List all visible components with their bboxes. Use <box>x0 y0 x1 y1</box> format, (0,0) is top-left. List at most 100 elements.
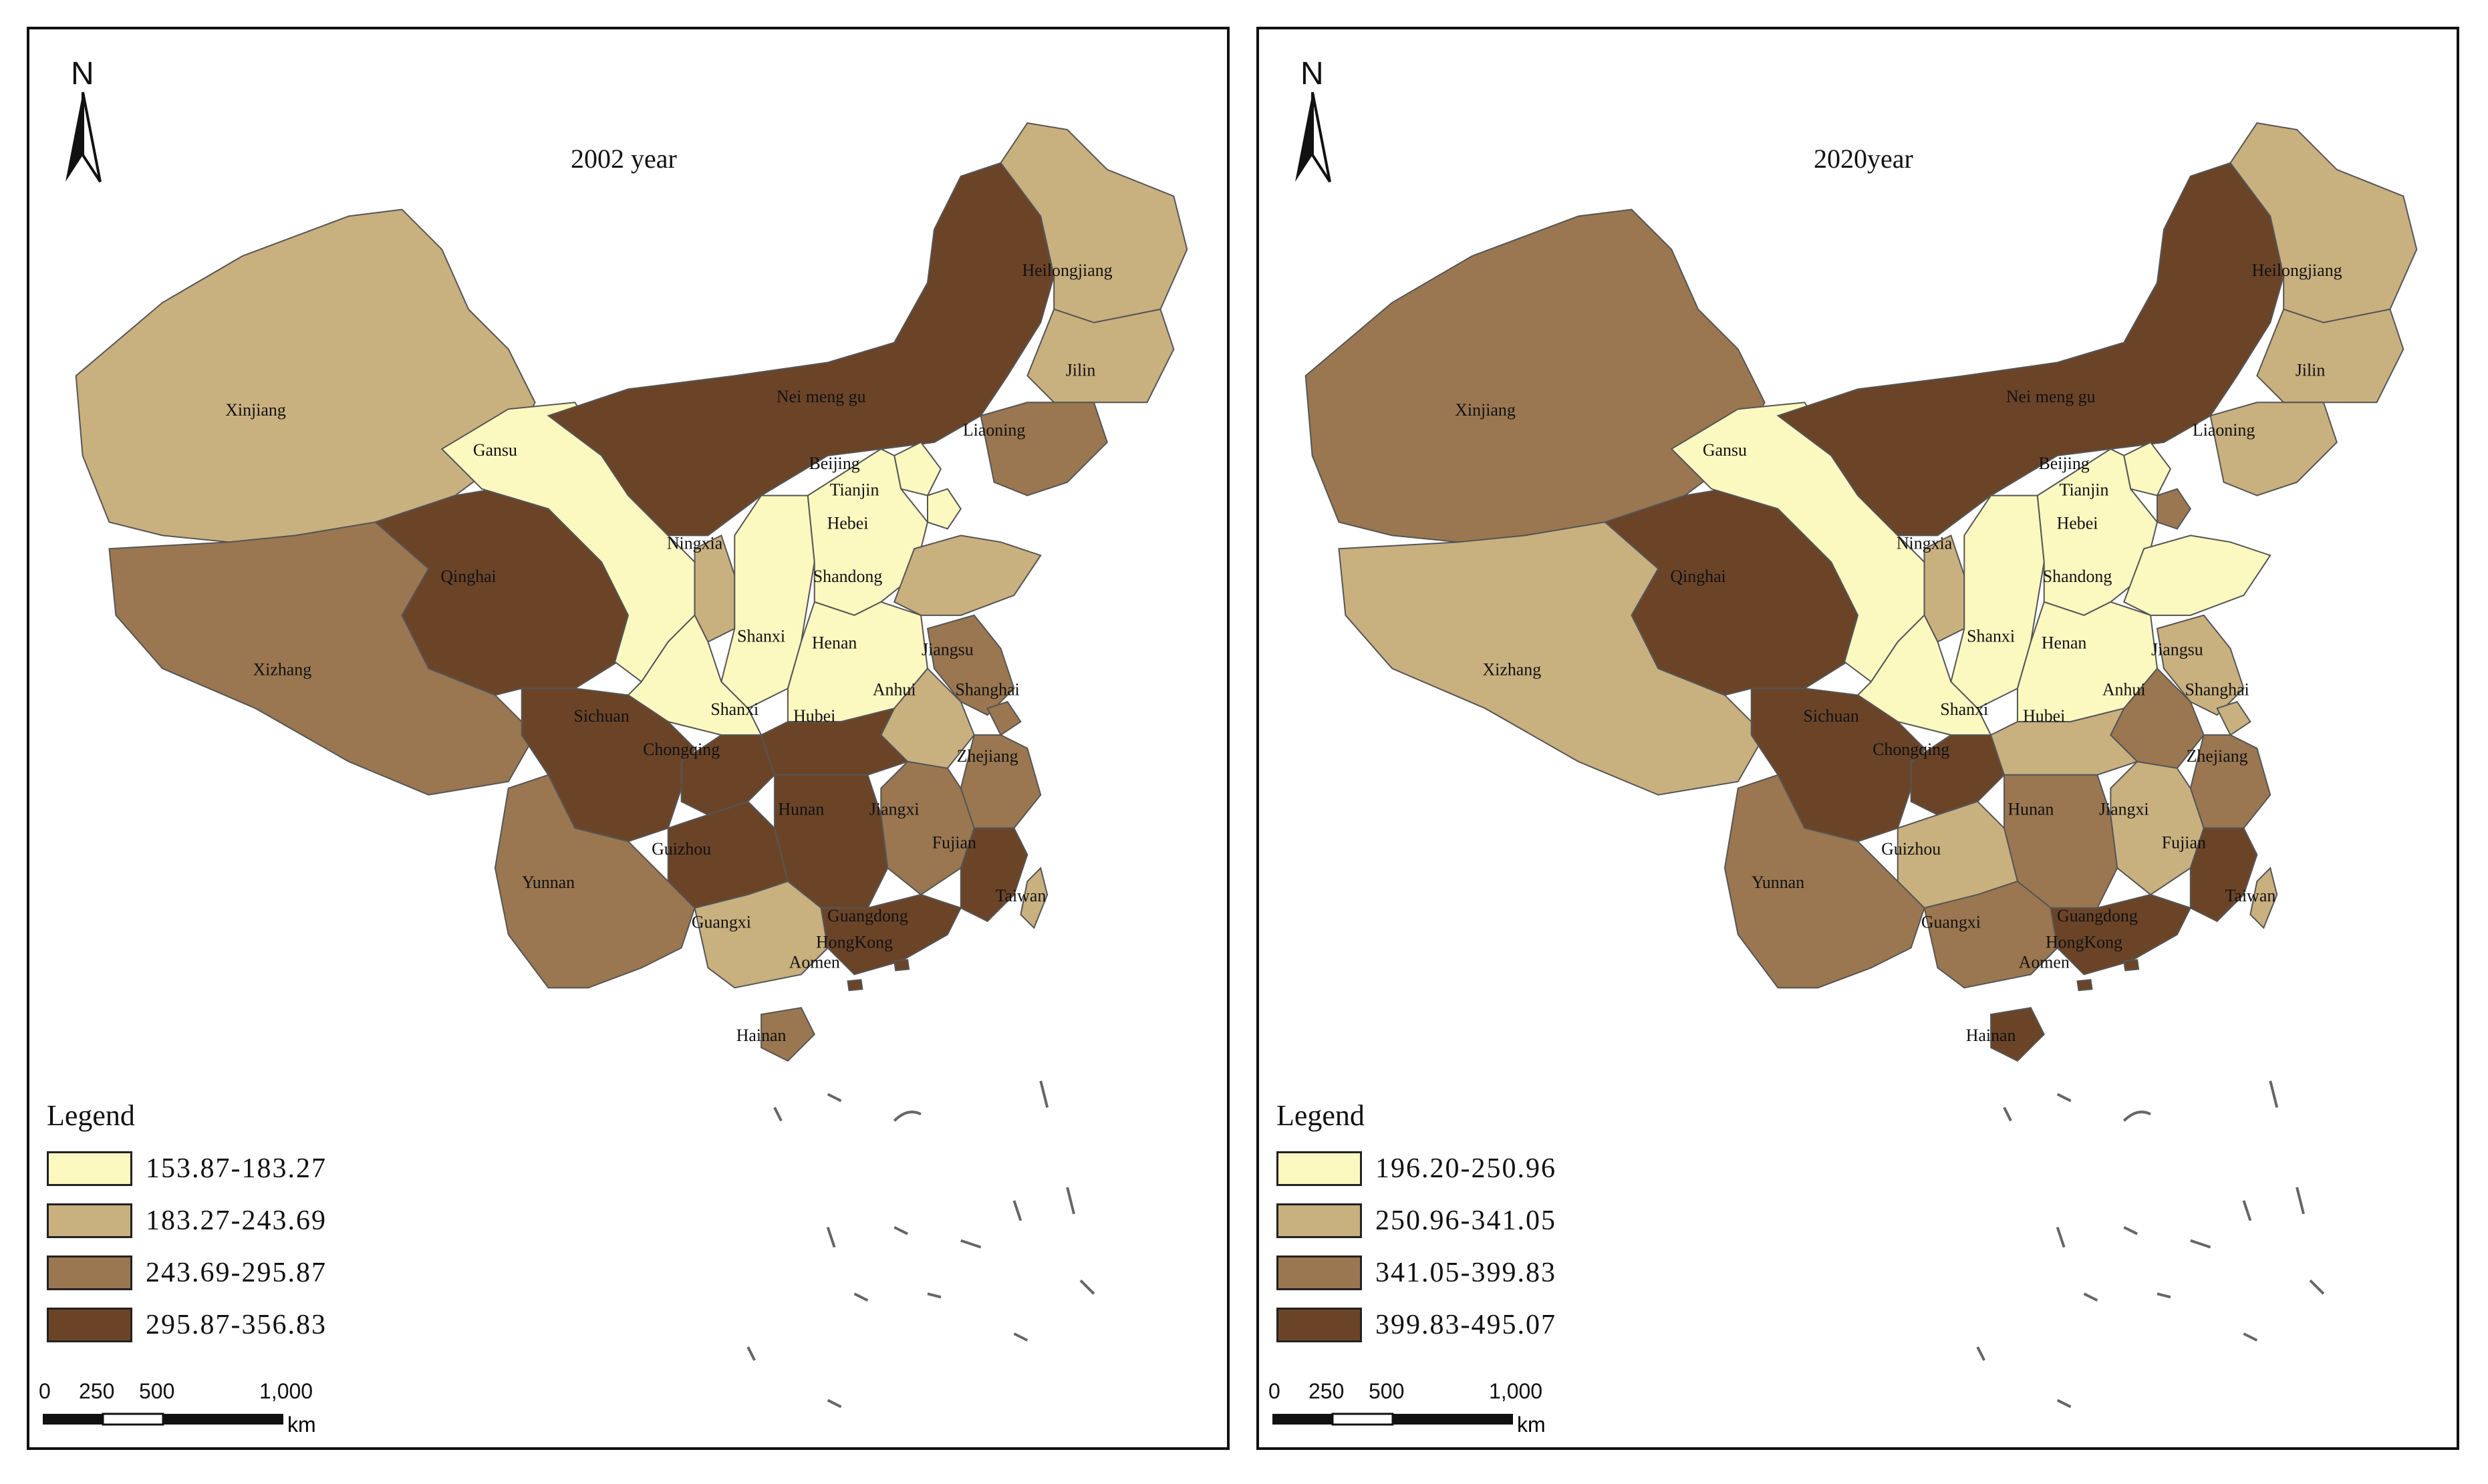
province-label: Guizhou <box>1881 839 1941 859</box>
province-label: Chongqing <box>643 740 720 759</box>
island-mark <box>2056 1092 2072 1102</box>
province-region <box>1304 208 1766 543</box>
province-region <box>820 893 962 976</box>
scale-tick-label: 1,000 <box>1489 1379 1543 1403</box>
province-label: Shanxi <box>1940 700 1988 719</box>
province-label: HongKong <box>816 933 893 952</box>
province-label: Chongqing <box>1873 740 1949 759</box>
province-label: Gansu <box>1703 440 1747 460</box>
north-arrow: N <box>1286 55 1339 192</box>
scale-tick-label: 500 <box>1369 1379 1405 1403</box>
province-label: Shanxi <box>710 700 758 719</box>
province-label: HongKong <box>2046 933 2122 952</box>
province-region <box>980 402 1108 496</box>
province-label: Hebei <box>827 513 869 533</box>
island-mark <box>1013 1332 1028 1342</box>
province-region <box>1026 308 1175 404</box>
island-mark <box>2309 1279 2325 1295</box>
scale-tick-label: 0 <box>1268 1379 1280 1403</box>
province-label: Jilin <box>1066 360 1096 380</box>
legend-label: 341.05-399.83 <box>1375 1257 1556 1288</box>
legend-swatch <box>1276 1255 1362 1290</box>
island-mark <box>1066 1187 1075 1215</box>
province-label: Sichuan <box>573 706 629 726</box>
province-label: Xinjiang <box>225 400 286 420</box>
island-mark <box>2190 1239 2211 1249</box>
province-region <box>2189 827 2258 922</box>
legend-entry: 183.27-243.69 <box>47 1203 327 1238</box>
legend-title: Legend <box>1276 1099 1365 1132</box>
province-region <box>2156 614 2245 716</box>
legend-swatch <box>1276 1151 1362 1186</box>
province-label: Nei meng gu <box>2006 387 2096 406</box>
island-mark <box>827 1398 842 1408</box>
province-region <box>494 774 696 989</box>
province-label: Hubei <box>2023 706 2065 726</box>
island-mark <box>1976 1346 1985 1361</box>
province-region <box>2249 867 2278 929</box>
province-label: Xinjiang <box>1455 400 1516 420</box>
legend-swatch <box>47 1308 132 1342</box>
scale-bar: 0 250 500 1,000 km <box>1268 1379 1589 1439</box>
province-region <box>108 521 536 796</box>
choropleth-map: Xinjiang Xizhang Qinghai Gansu Nei meng gu He… <box>1304 122 2418 1408</box>
province-region <box>2216 701 2251 736</box>
province-region <box>1723 774 1925 989</box>
province-region <box>1776 162 2285 537</box>
scale-bar-graphic <box>1272 1413 1513 1426</box>
scale-bar: 0 250 500 1,000 km <box>39 1379 360 1439</box>
province-label: Ningxia <box>667 533 723 553</box>
legend-label: 243.69-295.87 <box>146 1257 327 1288</box>
province-label: Liaoning <box>963 420 1025 440</box>
province-region <box>960 827 1028 922</box>
province-label: Xizhang <box>253 659 311 679</box>
province-label: Hebei <box>2057 513 2098 533</box>
legend-label: 196.20-250.96 <box>1375 1153 1556 1184</box>
province-label: Ningxia <box>1897 533 1953 553</box>
province-label: Hunan <box>778 799 824 819</box>
map-title: 2002 year <box>571 144 677 174</box>
province-label: Yunnan <box>522 873 575 892</box>
legend-title: Legend <box>47 1099 135 1132</box>
scale-unit: km <box>287 1413 316 1437</box>
island-mark <box>927 1292 942 1299</box>
legend-swatch <box>47 1203 132 1238</box>
island-mark <box>1012 1200 1022 1221</box>
province-label: Shanghai <box>2185 680 2249 699</box>
province-region <box>1990 1007 2045 1062</box>
scale-tick-label: 500 <box>139 1379 175 1403</box>
scale-tick-label: 250 <box>1308 1379 1345 1403</box>
north-arrow-icon: N <box>65 56 102 183</box>
province-label: Qinghai <box>440 567 496 586</box>
province-label: Tianjin <box>830 480 879 500</box>
province-label: Jiangsu <box>922 640 974 659</box>
island-mark <box>746 1346 756 1361</box>
province-region <box>2122 535 2271 616</box>
choropleth-map: Xinjiang Xizhang Qinghai Gansu Nei meng gu He… <box>75 122 1188 1408</box>
legend-label: 250.96-341.05 <box>1375 1205 1556 1236</box>
province-region <box>893 959 910 972</box>
legend-entry: 153.87-183.27 <box>47 1151 327 1186</box>
scale-bar-graphic <box>43 1413 283 1426</box>
province-label: Beijing <box>2039 454 2090 473</box>
island-mark <box>893 1110 922 1122</box>
province-label: Anhui <box>2102 680 2146 699</box>
province-label: Anhui <box>873 680 916 699</box>
province-label: Taiwan <box>2225 886 2275 905</box>
legend-swatch <box>47 1255 132 1290</box>
province-region <box>1910 734 2006 816</box>
province-region <box>1020 867 1049 929</box>
province-label: Liaoning <box>2193 420 2255 440</box>
province-label: Shanxi <box>737 627 785 646</box>
province-region <box>926 614 1015 716</box>
province-label: Hubei <box>793 706 835 726</box>
province-label: Qinghai <box>1670 567 1725 586</box>
province-region <box>893 535 1042 616</box>
province-label: Hainan <box>1966 1026 2016 1045</box>
province-region <box>2123 959 2140 972</box>
province-region <box>2209 402 2338 496</box>
legend-entry: 250.96-341.05 <box>1276 1203 1556 1238</box>
province-label: Shandong <box>2043 567 2112 586</box>
island-mark <box>827 1092 842 1102</box>
island-mark <box>2122 1110 2151 1122</box>
